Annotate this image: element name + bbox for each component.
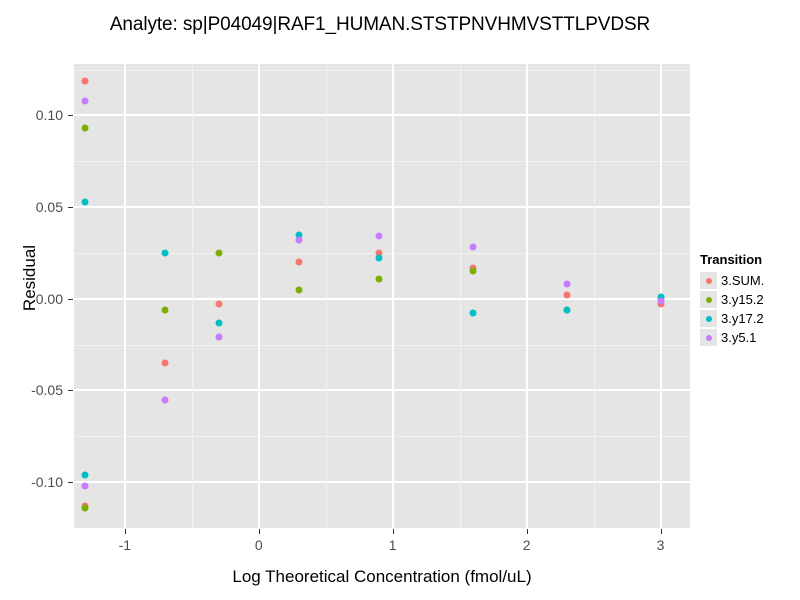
- gridline-vertical-minor: [459, 64, 461, 528]
- data-point: [215, 300, 223, 308]
- legend-items: 3.SUM. 3.y15.2 3.y17.2 3.y5.1: [700, 271, 764, 347]
- legend-dot-icon: [705, 277, 712, 284]
- legend-item-label: 3.y15.2: [721, 292, 764, 307]
- data-point: [375, 275, 383, 283]
- y-tick-label: -0.05: [31, 382, 63, 399]
- legend-item-label: 3.y5.1: [721, 330, 757, 345]
- legend-item-label: 3.SUM.: [721, 273, 765, 288]
- gridline-vertical-minor: [325, 64, 327, 528]
- y-tick-mark: [68, 390, 73, 392]
- x-tick-mark: [258, 529, 260, 534]
- legend-dot-icon: [705, 315, 712, 322]
- data-point: [375, 249, 383, 257]
- data-point: [469, 264, 477, 272]
- x-tick-label: 2: [522, 537, 531, 553]
- data-point: [295, 258, 303, 266]
- y-tick-label: 0.00: [35, 290, 63, 307]
- data-point: [81, 97, 89, 105]
- chart-title: Analyte: sp|P04049|RAF1_HUMAN.STSTPNVHMV…: [109, 14, 651, 35]
- data-point: [563, 291, 571, 299]
- data-point: [469, 243, 477, 251]
- legend: Transition 3.SUM. 3.y15.2 3.y17.2 3.y5.1: [700, 252, 764, 347]
- gridline-vertical-major: [257, 64, 260, 528]
- data-point: [161, 359, 169, 367]
- gridline-vertical-minor: [191, 64, 193, 528]
- x-tick-label: 3: [656, 537, 665, 553]
- gridline-horizontal-major: [74, 389, 690, 392]
- data-point: [657, 297, 665, 305]
- legend-key-swatch: [700, 291, 717, 308]
- gridline-horizontal-minor: [74, 344, 690, 346]
- data-point: [161, 249, 169, 257]
- y-tick-label: 0.10: [35, 107, 63, 124]
- x-tick-label: 1: [388, 537, 397, 553]
- gridline-horizontal-minor: [74, 161, 690, 163]
- legend-item: 3.y5.1: [700, 328, 764, 347]
- data-point: [161, 306, 169, 314]
- y-tick-mark: [68, 482, 73, 484]
- gridline-horizontal-major: [74, 481, 690, 484]
- legend-dot-icon: [705, 334, 712, 341]
- legend-dot-icon: [705, 296, 712, 303]
- gridline-horizontal-minor: [74, 69, 690, 71]
- data-point: [215, 333, 223, 341]
- legend-item: 3.y17.2: [700, 309, 764, 328]
- data-point: [81, 504, 89, 512]
- data-point: [563, 280, 571, 288]
- data-point: [81, 124, 89, 132]
- data-point: [161, 396, 169, 404]
- data-point: [295, 236, 303, 244]
- gridline-horizontal-major: [74, 297, 690, 300]
- y-tick-mark: [68, 207, 73, 209]
- plot-panel: [74, 64, 690, 528]
- x-tick-mark: [526, 529, 528, 534]
- data-point: [295, 286, 303, 294]
- y-tick-mark: [68, 298, 73, 300]
- data-point: [81, 471, 89, 479]
- data-point: [81, 482, 89, 490]
- data-point: [469, 267, 477, 275]
- legend-key-swatch: [700, 310, 717, 327]
- gridline-vertical-minor: [593, 64, 595, 528]
- x-tick-label: -1: [118, 537, 132, 553]
- x-tick-mark: [124, 529, 126, 534]
- x-tick-label: 0: [254, 537, 263, 553]
- gridline-horizontal-major: [74, 114, 690, 117]
- gridline-vertical-major: [123, 64, 126, 528]
- y-tick-label: 0.05: [35, 199, 63, 216]
- x-tick-mark: [660, 529, 662, 534]
- legend-key-swatch: [700, 329, 717, 346]
- data-point: [81, 77, 89, 84]
- legend-item: 3.y15.2: [700, 290, 764, 309]
- gridline-vertical-major: [391, 64, 394, 528]
- data-point: [215, 319, 223, 327]
- data-point: [295, 231, 303, 239]
- data-point: [469, 309, 477, 317]
- y-tick-mark: [68, 115, 73, 117]
- data-point: [81, 198, 89, 206]
- x-axis-title: Log Theoretical Concentration (fmol/uL): [232, 567, 532, 586]
- data-point: [215, 249, 223, 257]
- x-tick-mark: [392, 529, 394, 534]
- legend-item-label: 3.y17.2: [721, 311, 764, 326]
- legend-item: 3.SUM.: [700, 271, 764, 290]
- y-tick-label: -0.10: [31, 474, 63, 491]
- data-point: [657, 300, 665, 308]
- data-point: [657, 293, 665, 301]
- legend-title: Transition: [700, 252, 763, 267]
- gridline-horizontal-minor: [74, 436, 690, 438]
- data-point: [375, 232, 383, 240]
- data-point: [563, 306, 571, 314]
- y-axis-title: Residual: [20, 244, 39, 312]
- data-point: [375, 254, 383, 262]
- gridline-vertical-major: [525, 64, 528, 528]
- gridline-horizontal-major: [74, 206, 690, 209]
- legend-key-swatch: [700, 272, 717, 289]
